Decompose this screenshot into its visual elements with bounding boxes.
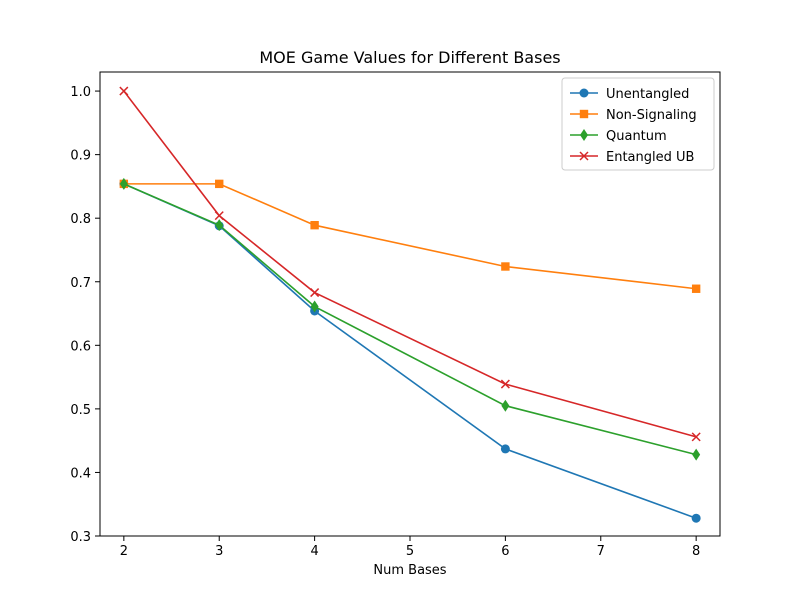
data-point — [501, 399, 510, 412]
series-non-signaling — [119, 179, 701, 293]
legend-item: Entangled UB — [570, 150, 694, 165]
chart-title: MOE Game Values for Different Bases — [259, 48, 560, 67]
data-point — [214, 211, 224, 221]
legend-item: Unentangled — [570, 87, 689, 102]
x-axis: 2 3 4 5 6 7 8 — [120, 536, 700, 559]
legend-item: Quantum — [570, 129, 667, 144]
series-line — [123, 183, 697, 519]
legend-label: Non-Signaling — [606, 108, 697, 123]
series-unentangled — [119, 179, 701, 523]
data-point — [691, 432, 701, 442]
series-entangled-ub — [119, 86, 701, 442]
x-tick-label: 3 — [215, 544, 223, 559]
x-tick-label: 4 — [310, 544, 318, 559]
data-point — [692, 448, 701, 461]
x-axis-label: Num Bases — [373, 563, 446, 578]
x-tick-label: 8 — [692, 544, 700, 559]
legend-box — [561, 77, 715, 171]
data-point — [500, 444, 510, 454]
data-point — [501, 262, 510, 271]
legend-marker — [579, 109, 589, 119]
y-tick-label: 0.6 — [70, 339, 91, 354]
data-point — [119, 86, 129, 96]
data-point — [500, 379, 510, 389]
data-point — [310, 220, 319, 230]
x-tick-label: 2 — [120, 544, 128, 559]
y-tick-label: 0.8 — [70, 212, 91, 227]
y-tick-label: 0.7 — [70, 276, 91, 291]
legend-marker — [580, 129, 588, 141]
legend-label: Unentangled — [606, 87, 689, 102]
legend: Unentangled Non-Signaling Quantum Entangled… — [561, 77, 715, 171]
y-tick-label: 0.5 — [70, 403, 91, 418]
series-line — [123, 183, 697, 290]
y-tick-label: 0.9 — [70, 149, 91, 164]
data-point — [691, 284, 701, 293]
y-axis: 0.3 0.4 0.5 0.6 0.7 0.8 0.9 1.0 — [70, 85, 100, 545]
data-point — [215, 219, 224, 232]
y-tick-label: 0.4 — [70, 466, 91, 481]
y-tick-label: 0.3 — [70, 530, 91, 545]
x-tick-label: 7 — [597, 544, 605, 559]
y-tick-label: 1.0 — [70, 85, 91, 100]
data-point — [310, 300, 319, 313]
data-point — [215, 179, 224, 189]
legend-item: Non-Signaling — [570, 108, 697, 123]
x-tick-label: 6 — [501, 544, 509, 559]
data-point — [691, 513, 701, 523]
data-point — [119, 177, 128, 190]
series-quantum — [119, 177, 701, 461]
legend-marker — [579, 151, 589, 161]
series-line — [123, 183, 697, 456]
legend-marker — [579, 88, 589, 98]
legend-label: Entangled UB — [606, 150, 694, 165]
legend-label: Quantum — [606, 129, 667, 144]
x-tick-label: 5 — [406, 544, 414, 559]
data-point — [310, 288, 320, 298]
